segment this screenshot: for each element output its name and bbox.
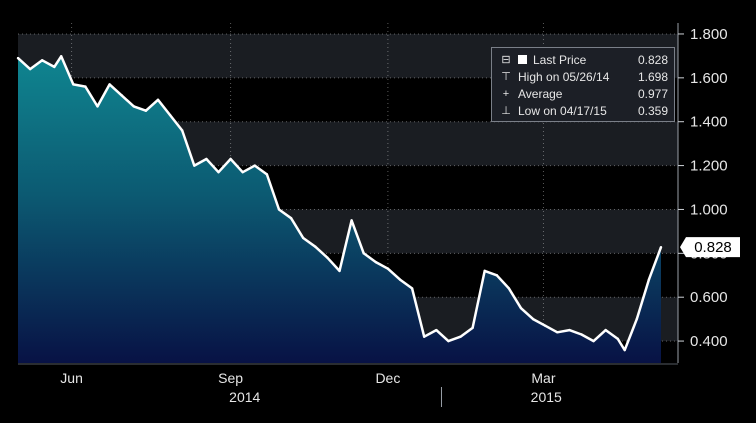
data-point xyxy=(120,94,123,97)
data-point xyxy=(659,245,663,249)
y-tick-label: 1.600 xyxy=(690,70,728,87)
data-point xyxy=(362,252,365,255)
y-tick-label: 0.600 xyxy=(690,289,728,306)
data-point xyxy=(386,267,390,270)
data-point xyxy=(144,109,148,112)
y-tick-label: 1.000 xyxy=(690,201,728,218)
legend-item-high: ⊤ High on 05/26/14 1.698 xyxy=(498,68,668,85)
data-point xyxy=(60,55,63,58)
data-point xyxy=(623,348,626,352)
data-point xyxy=(543,324,547,327)
legend-label: Average xyxy=(518,86,563,101)
last-price-tag-bg xyxy=(680,237,740,258)
data-point xyxy=(604,328,607,332)
data-point xyxy=(350,219,353,222)
legend-label: Low on 04/17/15 xyxy=(518,103,607,118)
data-point xyxy=(616,337,619,341)
data-point xyxy=(289,217,293,220)
data-point xyxy=(459,335,462,338)
data-point xyxy=(314,245,317,248)
price-area xyxy=(18,56,661,364)
year-label: 2014 xyxy=(229,389,260,405)
data-point xyxy=(229,157,232,161)
data-point xyxy=(53,65,56,69)
data-point xyxy=(568,328,571,332)
data-point xyxy=(326,256,329,259)
legend-value: 0.359 xyxy=(637,103,668,118)
legend-label: Last Price xyxy=(533,52,587,67)
data-point xyxy=(447,339,450,343)
legend-value: 0.828 xyxy=(637,52,668,67)
data-point xyxy=(193,164,196,167)
x-tick-label: Jun xyxy=(60,370,83,386)
legend-value: 1.698 xyxy=(637,69,668,84)
data-point xyxy=(28,67,32,71)
data-point xyxy=(181,129,184,132)
x-tick-label: Mar xyxy=(531,370,555,386)
low-marker-icon: ⊥ xyxy=(501,105,511,117)
data-point xyxy=(205,157,208,161)
chart-legend: ⊟ Last Price 0.828 ⊤ High on 05/26/14 1.… xyxy=(491,47,675,122)
data-point xyxy=(647,278,651,281)
y-tick-label: 1.800 xyxy=(690,26,728,43)
data-points xyxy=(16,55,663,352)
data-point xyxy=(495,274,498,277)
data-point xyxy=(471,326,474,330)
data-point xyxy=(253,164,257,167)
legend-item-last-price: ⊟ Last Price 0.828 xyxy=(498,51,668,68)
data-point xyxy=(108,83,111,86)
legend-item-low: ⊥ Low on 04/17/15 0.359 xyxy=(498,102,668,119)
data-point xyxy=(592,339,595,343)
legend-value: 0.977 xyxy=(637,86,668,101)
data-point xyxy=(72,83,75,86)
data-point xyxy=(422,335,426,338)
data-point xyxy=(96,105,99,108)
data-point xyxy=(374,260,377,264)
x-axis: Jun Sep Dec Mar 2014 2015 xyxy=(18,363,678,407)
high-marker-icon: ⊤ xyxy=(501,71,511,83)
data-point xyxy=(435,328,438,332)
data-point xyxy=(156,98,160,101)
legend-toggle-icon[interactable]: ⊟ xyxy=(501,54,511,66)
data-point xyxy=(265,173,269,176)
data-point xyxy=(580,333,583,336)
data-point xyxy=(398,278,402,281)
data-point xyxy=(410,287,414,290)
data-point xyxy=(132,105,136,108)
average-marker-icon: + xyxy=(502,87,510,100)
last-price-tag-label: 0.828 xyxy=(694,239,732,256)
y-tick-label: 0.400 xyxy=(690,333,728,350)
data-point xyxy=(635,317,639,321)
legend-item-average: + Average 0.977 xyxy=(498,85,668,102)
data-point xyxy=(302,236,305,240)
data-point xyxy=(519,306,523,310)
legend-label: High on 05/26/14 xyxy=(518,69,610,84)
last-price-tag: 0.828 xyxy=(680,237,740,258)
data-point xyxy=(84,85,87,88)
data-point xyxy=(16,56,20,60)
data-point xyxy=(338,269,341,273)
data-point xyxy=(556,331,559,334)
data-point xyxy=(531,317,535,321)
data-point xyxy=(217,170,220,174)
y-tick-label: 1.200 xyxy=(690,158,728,175)
data-point xyxy=(241,170,244,174)
x-tick-label: Dec xyxy=(375,370,400,386)
filled-square-icon xyxy=(518,55,527,64)
data-point xyxy=(483,269,486,273)
year-label: 2015 xyxy=(531,389,562,405)
y-tick-label: 1.400 xyxy=(690,114,728,131)
data-point xyxy=(277,208,281,211)
data-point xyxy=(168,113,172,117)
data-point xyxy=(40,59,44,62)
x-tick-label: Sep xyxy=(218,370,243,386)
data-point xyxy=(507,287,511,290)
